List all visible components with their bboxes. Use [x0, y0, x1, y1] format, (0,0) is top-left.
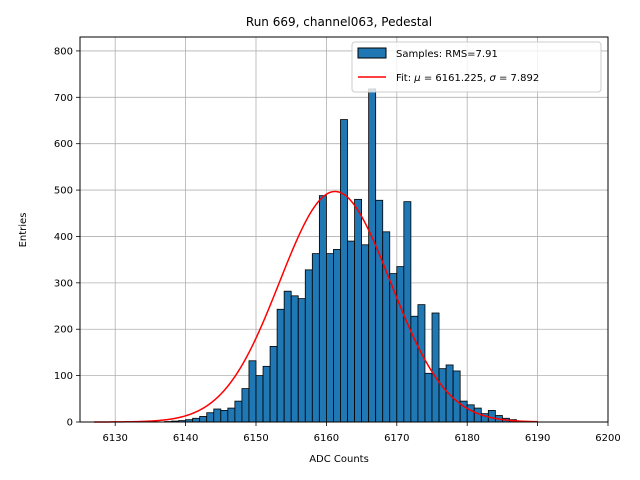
y-tick-label: 200 — [54, 325, 73, 336]
histogram-bar — [213, 408, 222, 423]
y-axis-ticks: 0 100 200 300 400 500 600 700 800 — [54, 46, 80, 429]
y-tick-label: 700 — [54, 93, 73, 104]
histogram-bar — [396, 266, 405, 423]
histogram-bar — [276, 308, 285, 423]
histogram-bar — [248, 360, 257, 423]
histogram-bar — [438, 368, 447, 423]
histogram-bar — [290, 295, 299, 423]
y-tick-label: 300 — [54, 278, 73, 289]
histogram-bar — [241, 388, 250, 423]
gaussian-fit-curve — [94, 190, 538, 423]
y-tick-label: 600 — [54, 139, 73, 150]
histogram-bar — [262, 365, 271, 423]
x-tick-label: 6140 — [173, 433, 198, 444]
histogram-bar — [206, 412, 215, 423]
histogram-bar — [333, 249, 341, 423]
histogram-bar — [347, 240, 355, 423]
legend-histogram-label: Samples: RMS=7.91 — [396, 49, 498, 60]
histogram-bar — [403, 201, 412, 423]
legend-fit-label: Fit: μ = 6161.225, σ = 7.892 — [396, 73, 539, 84]
histogram-bar — [199, 416, 208, 423]
histogram-bars — [164, 88, 531, 423]
histogram-bar — [297, 298, 306, 423]
histogram-bar — [255, 375, 264, 423]
fit-curve-layer — [94, 190, 538, 423]
histogram-bar — [234, 400, 243, 423]
histogram-bar — [192, 417, 201, 423]
legend-box — [351, 41, 602, 93]
legend: Samples: RMS=7.91 Fit: μ = 6161.225, σ =… — [351, 41, 602, 93]
histogram-bar — [283, 290, 292, 423]
histogram-bar — [311, 253, 320, 423]
histogram-bar — [340, 119, 348, 423]
legend-histogram-swatch — [357, 47, 387, 59]
histogram-bar — [424, 372, 433, 423]
x-tick-label: 6130 — [102, 433, 127, 444]
histogram-bar — [220, 410, 229, 423]
x-axis-ticks: 6130 6140 6150 6160 6170 6180 6190 6200 — [102, 422, 621, 444]
y-tick-label: 0 — [67, 418, 73, 429]
histogram-bar — [375, 199, 384, 423]
histogram-bar — [417, 304, 426, 423]
histogram-bar — [382, 231, 391, 423]
histogram-bar — [452, 370, 461, 423]
y-tick-label: 100 — [54, 371, 73, 382]
histogram-bar — [325, 253, 334, 423]
x-tick-label: 6180 — [454, 433, 479, 444]
y-tick-label: 500 — [54, 186, 73, 197]
histogram-bar — [466, 404, 475, 423]
y-tick-label: 800 — [54, 46, 73, 57]
histogram-bar — [431, 312, 440, 423]
x-tick-label: 6170 — [384, 433, 409, 444]
histogram-bar — [269, 345, 278, 423]
histogram-bar — [361, 244, 370, 423]
y-axis-label: Entries — [18, 213, 29, 248]
histogram-bar — [227, 407, 236, 423]
histogram-bar — [304, 269, 313, 423]
histogram-bar — [368, 88, 377, 423]
x-tick-label: 6190 — [525, 433, 550, 444]
y-tick-label: 400 — [54, 232, 73, 243]
x-tick-label: 6200 — [595, 433, 620, 444]
x-tick-label: 6160 — [314, 433, 339, 444]
plot-frame — [79, 36, 609, 423]
histogram-bar — [487, 410, 496, 423]
histogram-bar — [318, 195, 327, 423]
x-axis-label: ADC Counts — [309, 454, 369, 465]
histogram-bar — [354, 198, 362, 423]
x-tick-label: 6150 — [243, 433, 268, 444]
chart-title: Run 669, channel063, Pedestal — [246, 15, 432, 29]
